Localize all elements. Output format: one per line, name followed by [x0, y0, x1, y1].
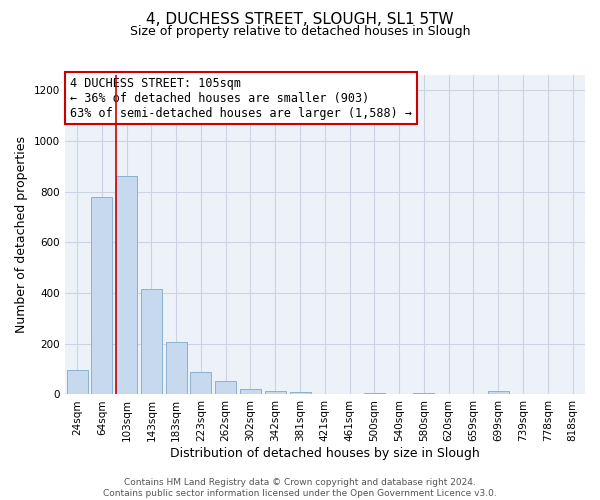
Text: 4, DUCHESS STREET, SLOUGH, SL1 5TW: 4, DUCHESS STREET, SLOUGH, SL1 5TW	[146, 12, 454, 28]
Y-axis label: Number of detached properties: Number of detached properties	[15, 136, 28, 333]
Text: Contains HM Land Registry data © Crown copyright and database right 2024.
Contai: Contains HM Land Registry data © Crown c…	[103, 478, 497, 498]
Bar	[265, 390, 286, 394]
Bar	[215, 380, 236, 394]
Bar	[290, 392, 311, 394]
Text: 4 DUCHESS STREET: 105sqm
← 36% of detached houses are smaller (903)
63% of semi-: 4 DUCHESS STREET: 105sqm ← 36% of detach…	[70, 76, 412, 120]
Bar	[413, 393, 434, 394]
Bar	[488, 392, 509, 394]
X-axis label: Distribution of detached houses by size in Slough: Distribution of detached houses by size …	[170, 447, 480, 460]
Text: Size of property relative to detached houses in Slough: Size of property relative to detached ho…	[130, 25, 470, 38]
Bar	[190, 372, 211, 394]
Bar	[364, 393, 385, 394]
Bar	[166, 342, 187, 394]
Bar	[141, 289, 162, 395]
Bar	[91, 196, 112, 394]
Bar	[116, 176, 137, 394]
Bar	[240, 389, 261, 394]
Bar	[67, 370, 88, 394]
